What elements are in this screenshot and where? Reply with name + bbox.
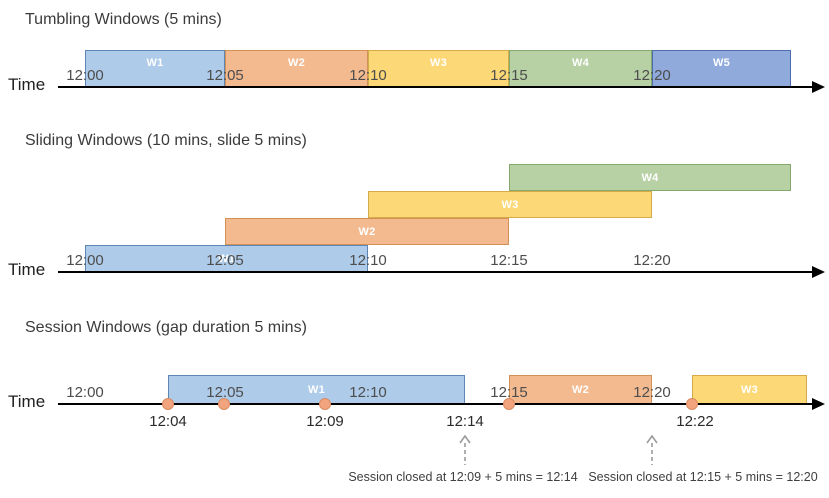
window-label: W1 (307, 384, 326, 396)
tick-label: 12:20 (633, 67, 671, 84)
window-box-session-w2: W2 (509, 375, 652, 404)
tick-label: 12:00 (66, 67, 104, 84)
section-title-tumbling: Tumbling Windows (5 mins) (25, 11, 222, 28)
window-box-tumbling-w1: W1 (85, 50, 225, 87)
time-axis-label: Time (8, 75, 46, 94)
axis-line (58, 271, 812, 273)
window-label: W5 (712, 57, 731, 69)
tick-label: 12:15 (490, 252, 528, 269)
tick-label: 12:15 (490, 384, 528, 401)
window-box-tumbling-w5: W5 (652, 50, 791, 87)
window-box-tumbling-w3: W3 (368, 50, 509, 87)
event-time-label: 12:04 (149, 413, 187, 430)
window-box-sliding-w1: W1 (85, 245, 368, 272)
window-box-session-w3: W3 (692, 375, 807, 404)
event-dot (686, 398, 698, 410)
axis-line (58, 86, 812, 88)
tick-label: 12:05 (206, 67, 244, 84)
window-label: W1 (146, 57, 164, 69)
session-close-annotation: Session closed at 12:09 + 5 mins = 12:14 (348, 470, 578, 484)
event-time-label: 12:09 (306, 413, 344, 430)
time-axis-label: Time (8, 260, 46, 279)
event-dot (503, 398, 515, 410)
window-box-sliding-w3: W3 (368, 191, 652, 218)
event-time-label: 12:22 (676, 413, 714, 430)
tick-label: 12:20 (633, 384, 671, 401)
window-box-sliding-w2: W2 (225, 218, 509, 245)
window-label: W1 (217, 253, 236, 265)
window-label: W2 (358, 226, 376, 238)
axis-arrowhead-icon (812, 266, 825, 278)
window-label: W2 (287, 57, 306, 69)
tick-label: 12:20 (633, 252, 671, 269)
tick-label: 12:05 (206, 384, 244, 401)
tick-label: 12:10 (349, 67, 387, 84)
tick-label: 12:10 (349, 384, 387, 401)
event-dot (218, 398, 230, 410)
time-axis-label: Time (8, 392, 46, 411)
session-close-arrow-icon (646, 434, 658, 466)
tick-label: 12:10 (349, 252, 387, 269)
event-dot (162, 398, 174, 410)
session-close-annotation: Session closed at 12:15 + 5 mins = 12:20 (588, 470, 818, 484)
window-box-tumbling-w2: W2 (225, 50, 368, 87)
event-time-label: 12:14 (446, 413, 484, 430)
tick-label: 12:00 (66, 384, 104, 401)
window-label: W4 (641, 172, 659, 184)
window-box-tumbling-w4: W4 (509, 50, 652, 87)
session-close-arrow-icon (459, 434, 471, 466)
axis-arrowhead-icon (812, 398, 825, 410)
axis-line (58, 403, 812, 405)
window-label: W4 (571, 57, 590, 69)
axis-arrowhead-icon (812, 81, 825, 93)
window-label: W3 (501, 199, 519, 211)
window-label: W3 (429, 57, 448, 69)
window-label: W2 (571, 384, 590, 396)
window-box-sliding-w4: W4 (509, 164, 791, 191)
tick-label: 12:15 (490, 67, 528, 84)
tick-label: 12:00 (66, 252, 104, 269)
tick-label: 12:05 (206, 252, 244, 269)
section-title-session: Session Windows (gap duration 5 mins) (25, 319, 307, 336)
section-title-sliding: Sliding Windows (10 mins, slide 5 mins) (25, 132, 307, 149)
window-label: W3 (740, 384, 759, 396)
event-dot (319, 398, 331, 410)
